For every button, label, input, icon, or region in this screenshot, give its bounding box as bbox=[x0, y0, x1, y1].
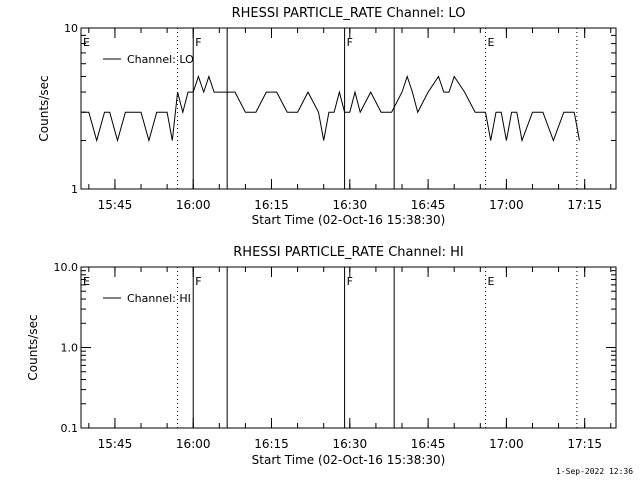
chart-1-event-marker-label: E bbox=[83, 36, 90, 49]
chart-1-x-axis-label: Start Time (02-Oct-16 15:38:30) bbox=[252, 213, 446, 227]
chart-1-x-tick-label: 17:00 bbox=[489, 198, 524, 212]
chart-1-event-marker-label: F bbox=[347, 36, 353, 49]
chart-2-event-marker-label: E bbox=[488, 275, 495, 288]
chart-1-title: RHESSI PARTICLE_RATE Channel: LO bbox=[232, 6, 466, 21]
chart-1-y-tick-label: 1 bbox=[71, 183, 78, 196]
footer-date: 1-Sep-2022 12:36 bbox=[556, 467, 634, 476]
chart-2-event-marker-label: E bbox=[83, 275, 90, 288]
chart-1-x-tick-label: 16:00 bbox=[176, 198, 211, 212]
chart-1-x-tick-label: 17:15 bbox=[567, 198, 602, 212]
chart-1-y-axis-label: Counts/sec bbox=[37, 75, 51, 141]
chart-1-series-line bbox=[81, 74, 580, 143]
chart-2-x-tick-label: 17:00 bbox=[489, 437, 524, 451]
chart-2-x-axis-label: Start Time (02-Oct-16 15:38:30) bbox=[252, 453, 446, 467]
chart-1-legend-label: Channel: LO bbox=[127, 53, 194, 66]
chart-2-x-tick-label: 15:45 bbox=[98, 437, 133, 451]
chart-1-y-tick-label: 10 bbox=[64, 22, 78, 35]
chart-1-plot-frame bbox=[80, 27, 617, 190]
chart-2-x-tick-label: 16:00 bbox=[176, 437, 211, 451]
chart-1-x-tick-label: 15:45 bbox=[98, 198, 133, 212]
chart-2-y-tick-label: 1.0 bbox=[61, 342, 79, 355]
chart-1-event-marker-label: E bbox=[488, 36, 495, 49]
chart-2-x-tick-label: 16:30 bbox=[333, 437, 368, 451]
chart-2-legend-label: Channel: HI bbox=[127, 292, 191, 305]
chart-2-y-axis-label: Counts/sec bbox=[26, 314, 40, 380]
chart-1-x-tick-label: 16:30 bbox=[333, 198, 368, 212]
chart-2-title: RHESSI PARTICLE_RATE Channel: HI bbox=[233, 245, 463, 260]
chart-2-x-tick-label: 17:15 bbox=[567, 437, 602, 451]
chart-1-event-marker-label: F bbox=[195, 36, 201, 49]
chart-2-event-marker-label: F bbox=[195, 275, 201, 288]
chart-2-event-marker-label: F bbox=[347, 275, 353, 288]
chart-1-x-tick-label: 16:15 bbox=[254, 198, 289, 212]
chart-1-x-tick-label: 16:45 bbox=[411, 198, 446, 212]
chart-2-x-tick-label: 16:45 bbox=[411, 437, 446, 451]
chart-2-x-tick-label: 16:15 bbox=[254, 437, 289, 451]
chart-2-y-tick-label: 10.0 bbox=[54, 261, 79, 274]
chart-2-y-tick-label: 0.1 bbox=[61, 422, 79, 435]
